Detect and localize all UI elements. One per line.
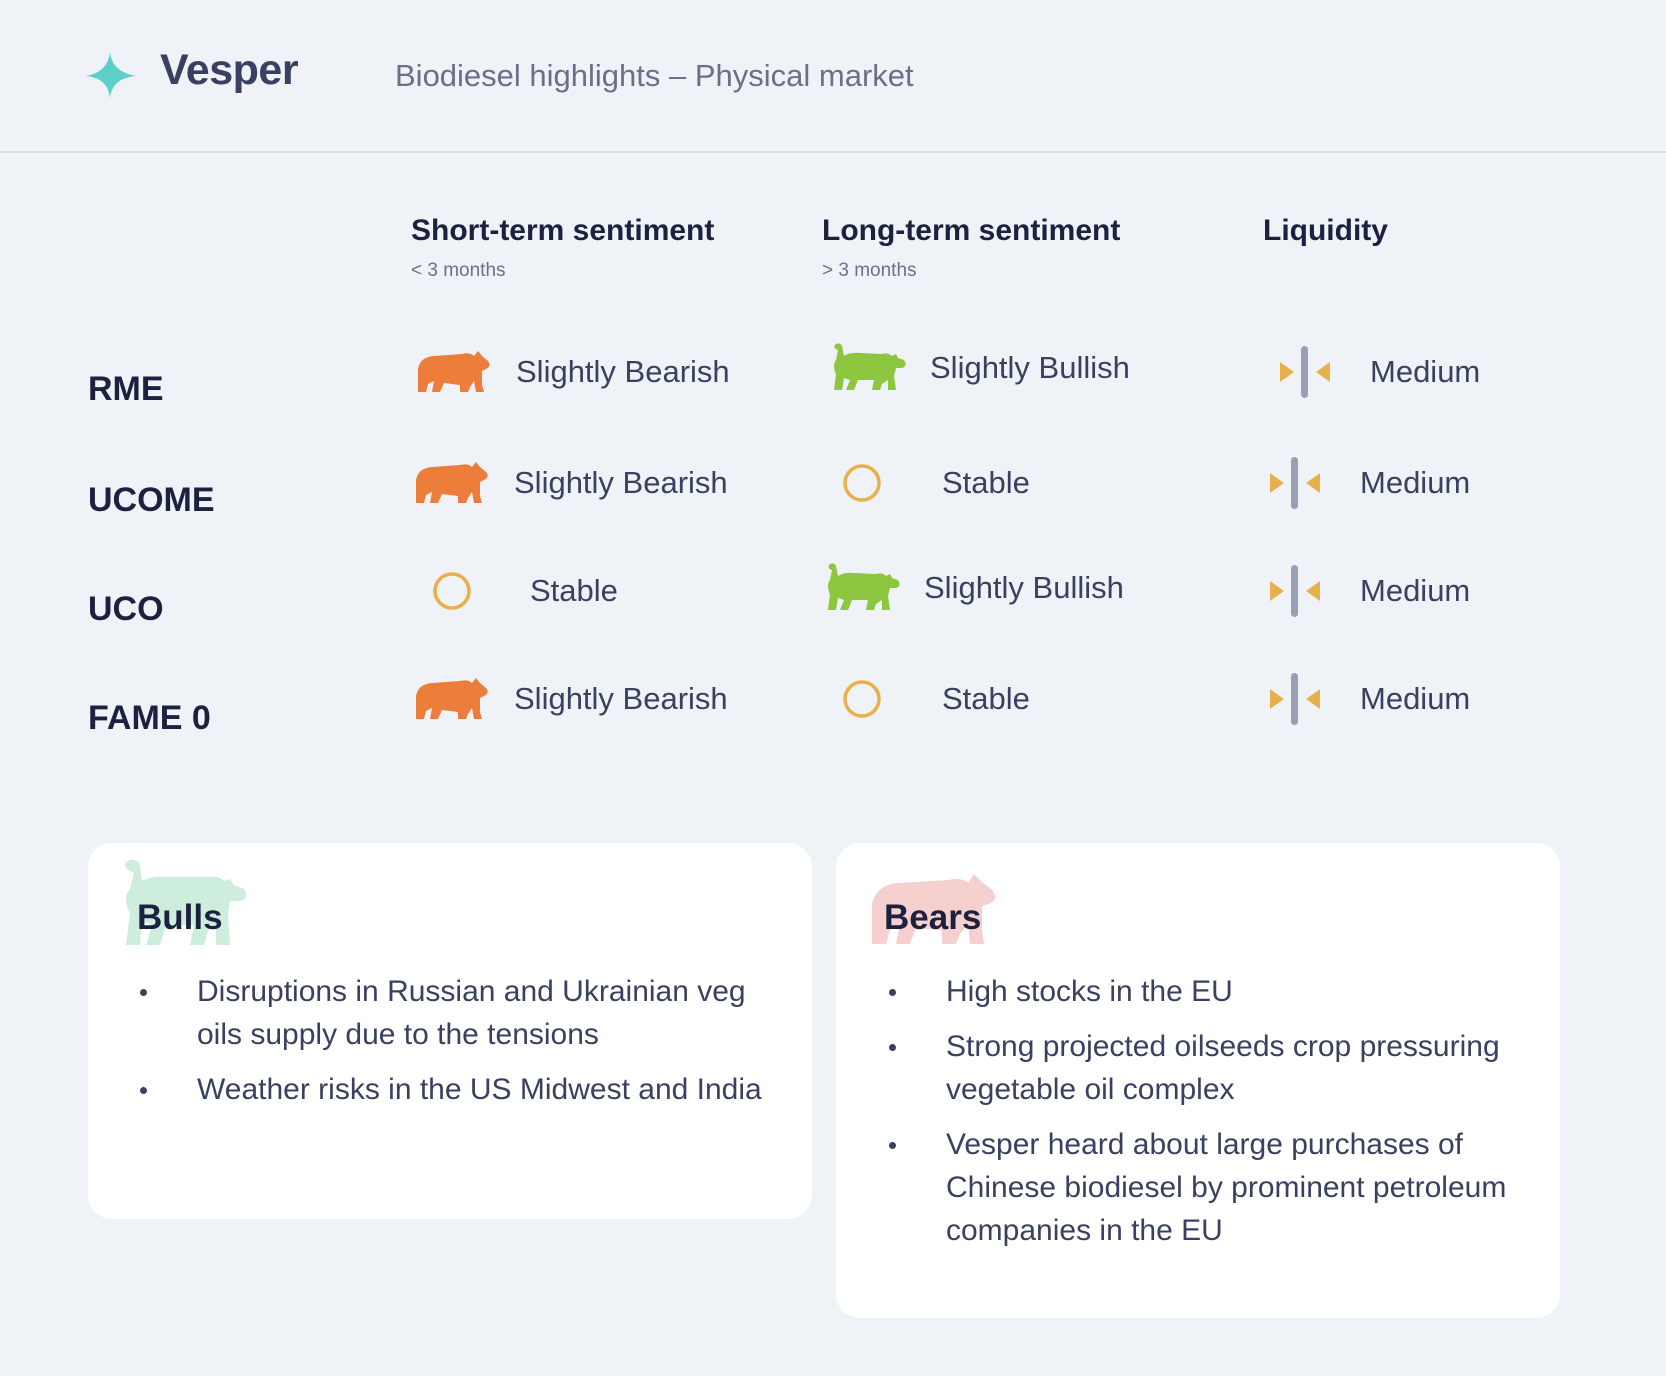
short-term-value: Slightly Bearish [514,465,728,500]
ucome-long-term: Stable [822,453,1030,513]
rme-short-term: Slightly Bearish [412,342,730,402]
bear-icon [416,462,488,503]
bull-icon [828,563,900,610]
ucome-short-term: Slightly Bearish [410,453,728,513]
liquidity-medium-icon [1280,346,1330,398]
short-term-value: Stable [530,573,618,608]
ucome-liquidity: Medium [1262,453,1470,513]
liquidity-medium-icon [1270,673,1320,725]
uco-short-term: Stable [412,561,618,621]
list-item: Weather risks in the US Midwest and Indi… [135,1068,775,1111]
fame0-short-term: Slightly Bearish [410,669,728,729]
list-item: Disruptions in Russian and Ukrainian veg… [135,970,775,1056]
liquidity-medium-icon [1270,457,1320,509]
liquidity-value: Medium [1360,465,1471,500]
bear-watermark-icon [872,874,996,944]
brand-logo: Vesper [160,46,299,94]
uco-liquidity: Medium [1262,561,1470,621]
column-subtitle-short-term: < 3 months [411,260,506,281]
bears-title: Bears [884,898,982,937]
page-title: Biodiesel highlights – Physical market [395,58,914,93]
short-term-value: Slightly Bearish [516,354,730,389]
bull-icon [834,343,906,390]
long-term-value: Stable [942,465,1030,500]
long-term-value: Stable [942,681,1030,716]
column-header-short-term: Short-term sentiment [411,214,715,247]
row-label-uco: UCO [88,590,164,628]
bear-icon [418,351,490,392]
stable-icon [843,464,881,502]
liquidity-medium-icon [1270,565,1320,617]
short-term-value: Slightly Bearish [514,681,728,716]
rme-liquidity: Medium [1272,342,1480,402]
row-label-fame0: FAME 0 [88,699,211,737]
column-header-long-term: Long-term sentiment [822,214,1121,247]
row-label-ucome: UCOME [88,481,215,519]
long-term-value: Slightly Bullish [930,350,1130,385]
column-header-liquidity: Liquidity [1263,214,1388,247]
bulls-title: Bulls [137,898,223,937]
header: Vesper Biodiesel highlights – Physical m… [0,0,1666,153]
uco-long-term: Slightly Bullish [820,558,1124,618]
liquidity-value: Medium [1370,354,1481,389]
fame0-liquidity: Medium [1262,669,1470,729]
stable-icon [843,680,881,718]
column-subtitle-long-term: > 3 months [822,260,917,281]
rme-long-term: Slightly Bullish [826,338,1130,398]
bull-watermark-icon [125,859,247,945]
fame0-long-term: Stable [822,669,1030,729]
stable-icon [433,572,471,610]
row-label-rme: RME [88,370,164,408]
liquidity-value: Medium [1360,681,1471,716]
list-item: High stocks in the EU [884,970,1524,1013]
list-item: Strong projected oilseeds crop pressurin… [884,1025,1524,1111]
liquidity-value: Medium [1360,573,1471,608]
bear-icon [416,678,488,719]
vesper-star-icon [86,52,136,98]
bears-list: High stocks in the EU Strong projected o… [884,970,1524,1264]
list-item: Vesper heard about large purchases of Ch… [884,1123,1524,1252]
bulls-list: Disruptions in Russian and Ukrainian veg… [135,970,775,1123]
long-term-value: Slightly Bullish [924,570,1124,605]
